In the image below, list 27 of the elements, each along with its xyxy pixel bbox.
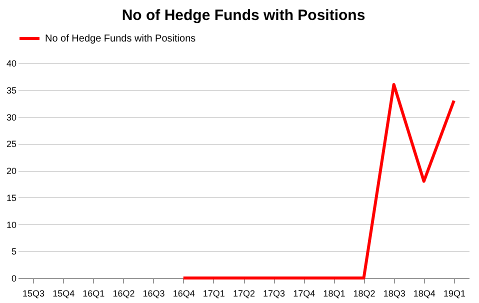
x-tick-label: 15Q4 [52, 288, 75, 298]
y-tick-label: 30 [6, 112, 16, 122]
x-tick-label: 16Q3 [142, 288, 165, 298]
x-tick-label: 17Q3 [263, 288, 286, 298]
x-tick-label: 16Q1 [82, 288, 105, 298]
x-tick-label: 18Q2 [353, 288, 376, 298]
y-tick-label: 35 [6, 85, 16, 96]
y-tick-label: 15 [6, 192, 16, 203]
chart-title: No of Hedge Funds with Positions [122, 7, 366, 24]
legend-label: No of Hedge Funds with Positions [45, 34, 196, 44]
x-tick-label: 18Q1 [323, 288, 346, 298]
x-tick-label: 16Q2 [112, 288, 135, 298]
x-tick-label: 17Q2 [232, 288, 256, 298]
y-tick-label: 20 [6, 166, 16, 176]
x-tick-label: 16Q4 [172, 288, 195, 298]
x-tick-label: 18Q4 [413, 288, 436, 298]
x-tick-label: 18Q3 [383, 288, 406, 298]
x-tick-label: 17Q1 [202, 288, 225, 298]
y-tick-label: 25 [6, 139, 16, 150]
y-tick-label: 5 [11, 246, 16, 257]
y-tick-label: 10 [6, 220, 16, 230]
line-series [182, 83, 456, 280]
y-tick-label: 0 [11, 274, 16, 284]
x-tick-label: 15Q3 [22, 288, 45, 298]
x-tick-label: 19Q1 [443, 288, 466, 298]
x-tick-label: 17Q4 [293, 288, 316, 298]
y-tick-label: 40 [6, 58, 16, 68]
